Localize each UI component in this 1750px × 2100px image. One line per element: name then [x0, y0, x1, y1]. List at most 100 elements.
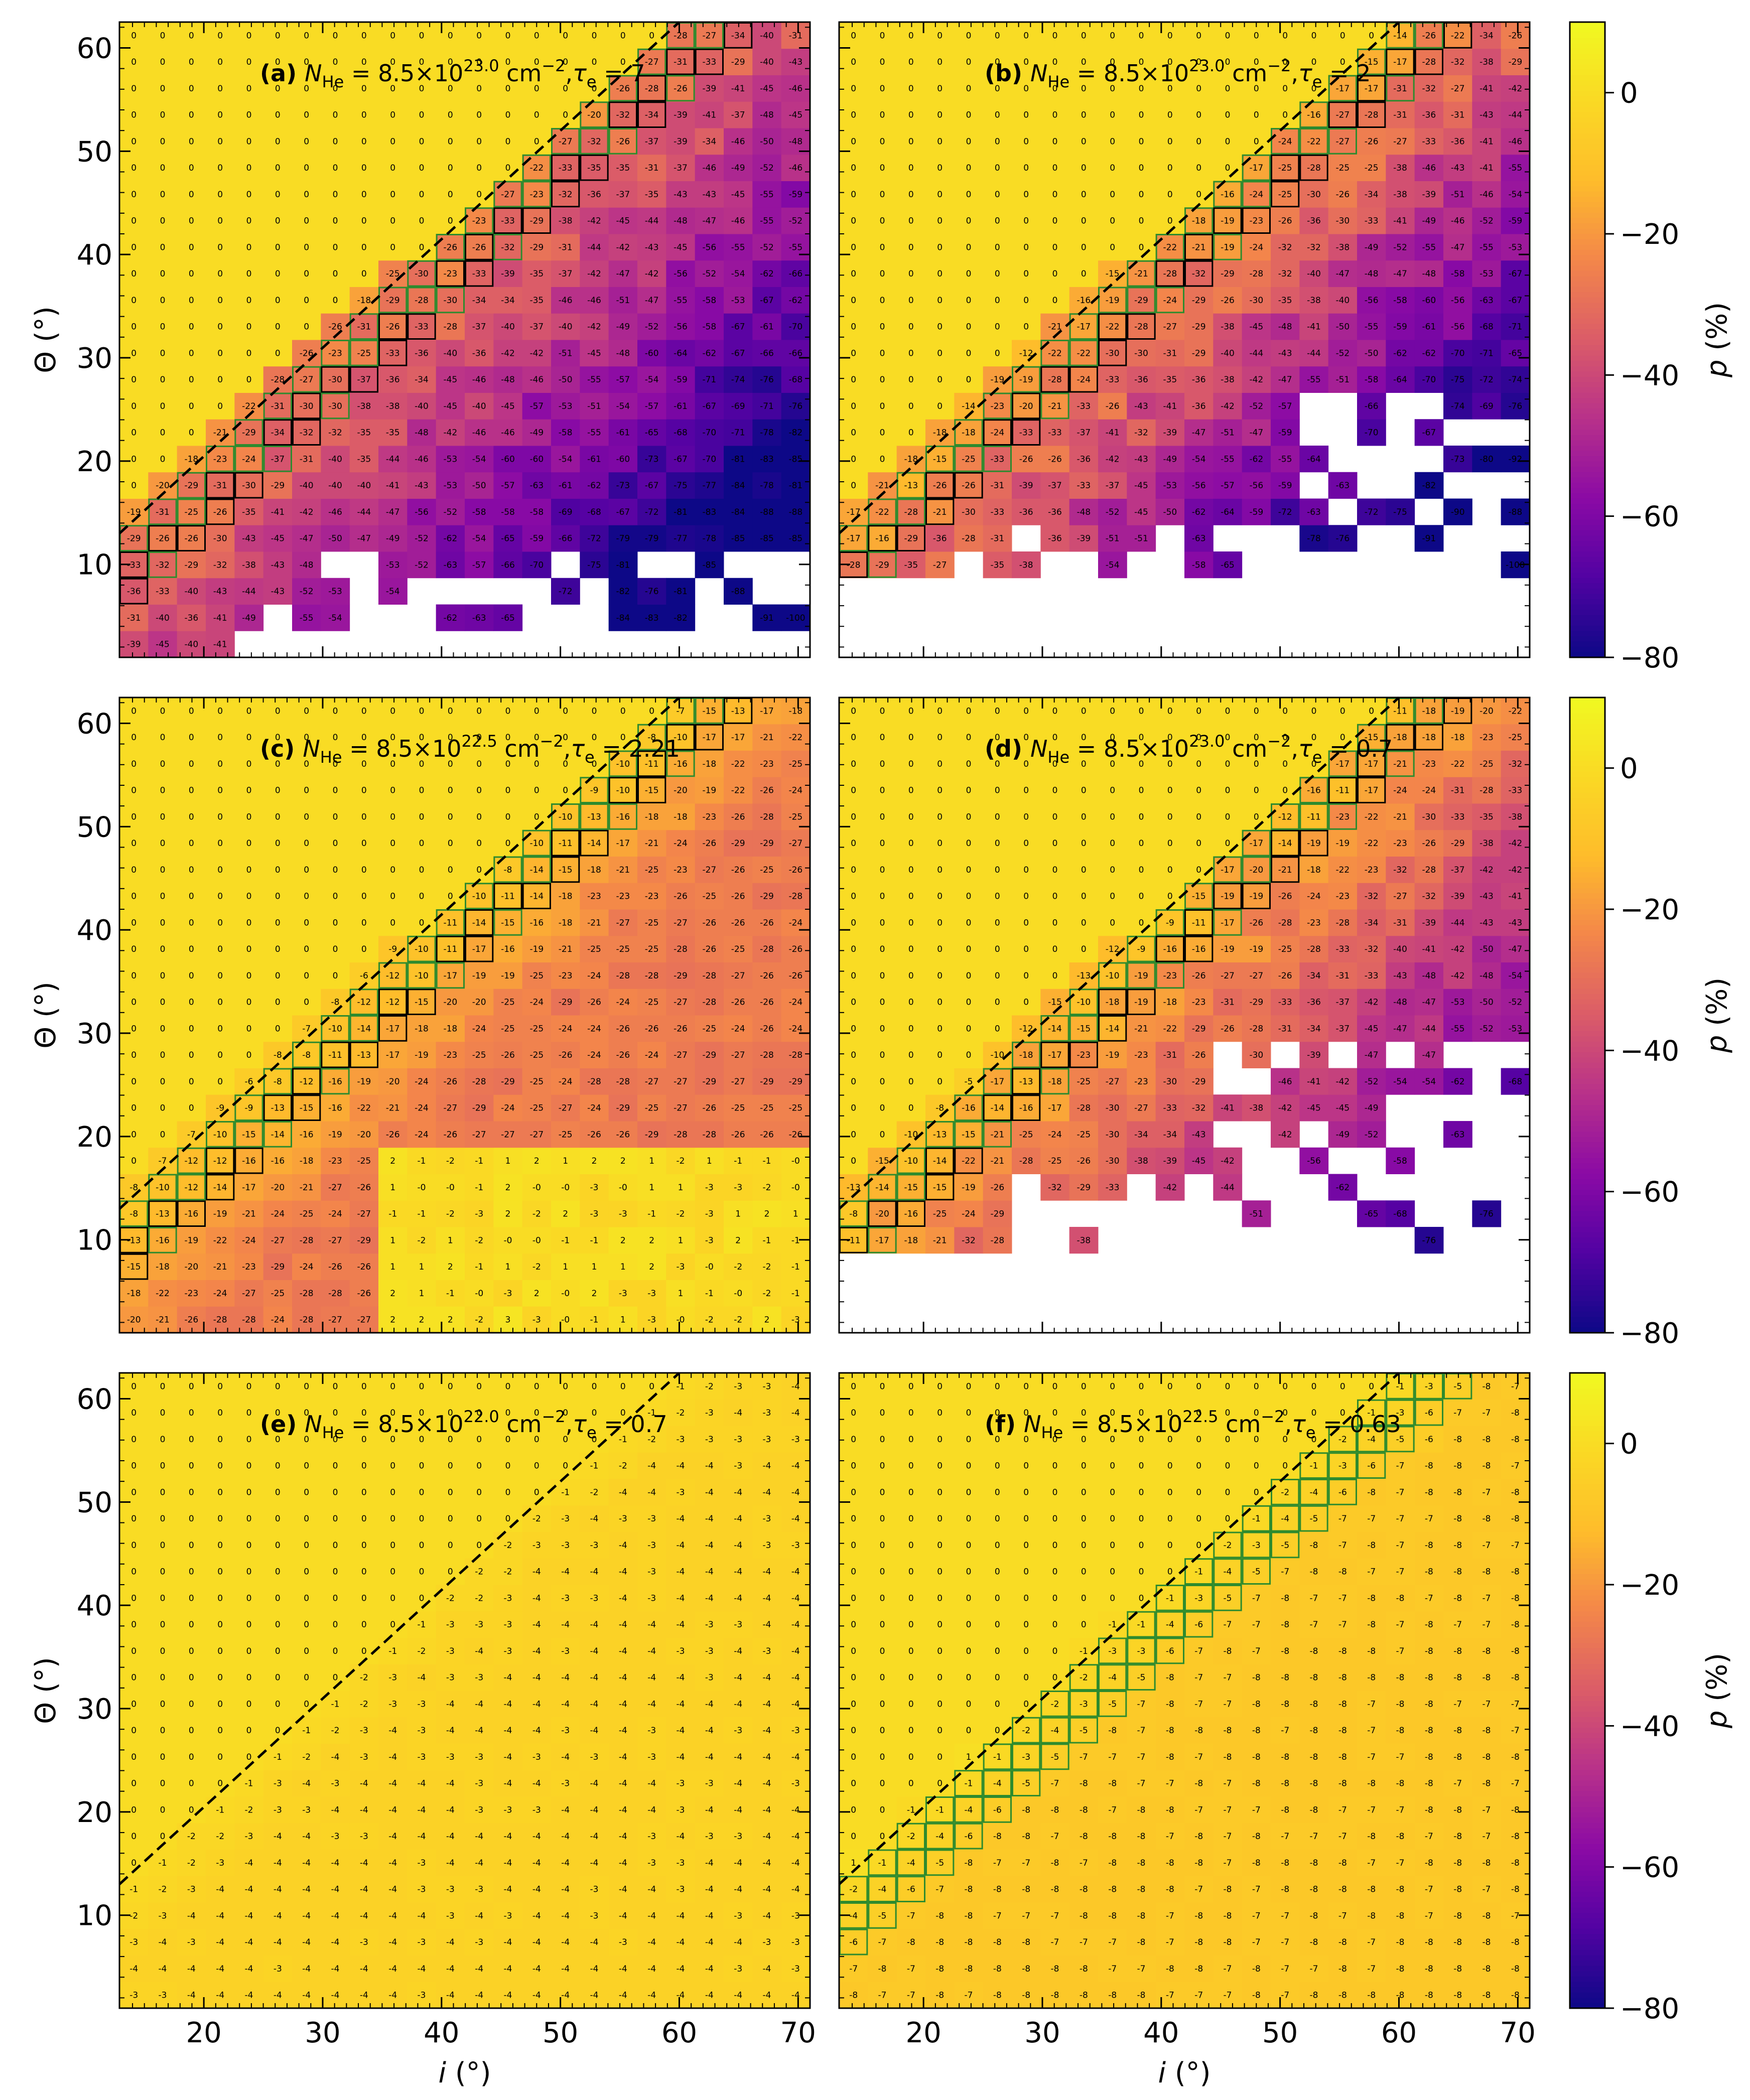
cell-value: -33 — [1163, 1103, 1177, 1113]
cell-value: 0 — [908, 375, 914, 385]
heatmap-cell — [608, 181, 638, 208]
heatmap-cell — [234, 340, 264, 367]
cell-value: 0 — [1139, 786, 1144, 796]
cell-value: -61 — [559, 481, 573, 491]
cell-value: -29 — [501, 1077, 515, 1087]
cell-value: 0 — [304, 31, 309, 41]
cell-value: -16 — [300, 1130, 314, 1140]
cell-value: -32 — [1451, 57, 1465, 67]
cell-value: 0 — [966, 944, 972, 954]
cell-value: 0 — [1167, 865, 1173, 875]
heatmap-cell — [378, 392, 408, 419]
cell-value: 0 — [1110, 786, 1115, 796]
cell-value: -12 — [1278, 812, 1292, 822]
cell-value: -17 — [616, 838, 630, 849]
cell-value: -53 — [386, 560, 400, 570]
heatmap-cell — [781, 419, 811, 446]
heatmap-cell — [752, 287, 782, 314]
cell-value: -16 — [616, 812, 630, 822]
cell-value: 0 — [966, 971, 972, 981]
cell-value: -1 — [705, 1289, 714, 1299]
cell-value: -29 — [1192, 348, 1206, 358]
cell-value: -26 — [472, 242, 486, 252]
heatmap-cell — [321, 101, 350, 128]
cell-value: -18 — [702, 759, 716, 769]
cell-value: -35 — [1479, 812, 1494, 822]
cell-value: -36 — [1451, 136, 1465, 147]
cell-value: -24 — [587, 1103, 601, 1113]
cell-value: -37 — [1076, 428, 1091, 438]
heatmap-cell — [292, 419, 321, 446]
cell-value: 0 — [448, 136, 453, 147]
heatmap-cell — [608, 128, 638, 155]
cell-value: -25 — [702, 1024, 716, 1034]
cell-value: 0 — [1167, 706, 1173, 716]
cell-value: -29 — [616, 1103, 630, 1113]
cell-value: -24 — [559, 1024, 573, 1034]
cell-value: -55 — [1307, 375, 1321, 385]
cell-value: -29 — [529, 216, 544, 226]
heatmap-cell — [695, 128, 724, 155]
cell-value: 0 — [908, 759, 914, 769]
heatmap-cell — [608, 234, 638, 261]
cell-value: -37 — [616, 190, 630, 200]
heatmap-cell — [119, 287, 149, 314]
cell-value: 0 — [1023, 216, 1029, 226]
cell-value: 1 — [620, 1315, 626, 1325]
cell-value: -20 — [127, 1315, 141, 1325]
cell-value: -16 — [1076, 296, 1091, 306]
cell-value: 0 — [333, 838, 338, 849]
cell-value: -72 — [559, 587, 573, 597]
cell-value: -33 — [1076, 481, 1091, 491]
cell-value: -49 — [1422, 216, 1436, 226]
heatmap-cell — [781, 472, 811, 499]
cell-value: 0 — [908, 428, 914, 438]
heatmap-cell — [781, 340, 811, 367]
cell-value: -21 — [213, 1262, 227, 1272]
cell-value: -21 — [156, 1315, 170, 1325]
cell-value: 0 — [937, 865, 943, 875]
cell-value: -18 — [1451, 733, 1465, 743]
panel-d: -11 -17 -18 -21 -32 -28 -38 -76-8 -20 -16 -25 -24 -2… — [838, 696, 1531, 1334]
heatmap-cell — [436, 154, 465, 181]
cell-value: 0 — [160, 84, 166, 94]
cell-value: 0 — [476, 786, 482, 796]
cell-value: -43 — [1192, 1130, 1206, 1140]
cell-value: -44 — [386, 454, 400, 464]
cell-value: -0 — [677, 1315, 685, 1325]
cell-value: 0 — [189, 759, 194, 769]
cell-value: 0 — [304, 865, 309, 875]
cell-value: 0 — [275, 998, 281, 1008]
heatmap-cell — [608, 419, 638, 446]
cell-value: 0 — [160, 136, 166, 147]
heatmap-cell — [724, 313, 753, 340]
cell-value: -42 — [587, 322, 601, 332]
cell-value: 0 — [1110, 706, 1115, 716]
cell-value: -16 — [328, 1103, 342, 1113]
cell-value: -36 — [1076, 454, 1091, 464]
cell-value: -31 — [788, 31, 802, 41]
heatmap-cell — [177, 101, 206, 128]
heatmap-cell — [608, 578, 638, 605]
cell-value: -58 — [1393, 1156, 1407, 1166]
cell-value: 0 — [189, 269, 194, 279]
cell-value: -59 — [1278, 428, 1292, 438]
cell-value: 0 — [534, 31, 540, 41]
cell-value: -34 — [1365, 918, 1379, 928]
heatmap-cell — [666, 604, 696, 631]
cell-value: -51 — [1249, 1209, 1263, 1219]
cell-value: -25 — [529, 1077, 544, 1087]
cell-value: -32 — [1307, 242, 1321, 252]
cell-value: 0 — [563, 110, 568, 120]
cell-value: -27 — [328, 1235, 342, 1245]
cell-value: -17 — [1048, 1103, 1062, 1113]
cell-value: -26 — [616, 1130, 630, 1140]
cell-value: -56 — [702, 242, 716, 252]
cell-value: -22 — [156, 1289, 170, 1299]
cell-value: -59 — [1278, 481, 1292, 491]
cell-value: 0 — [937, 84, 943, 94]
cell-value: -39 — [702, 84, 716, 94]
heatmap-cell — [752, 498, 782, 525]
cell-value: -70 — [1451, 348, 1465, 358]
cell-value: 0 — [131, 296, 137, 306]
